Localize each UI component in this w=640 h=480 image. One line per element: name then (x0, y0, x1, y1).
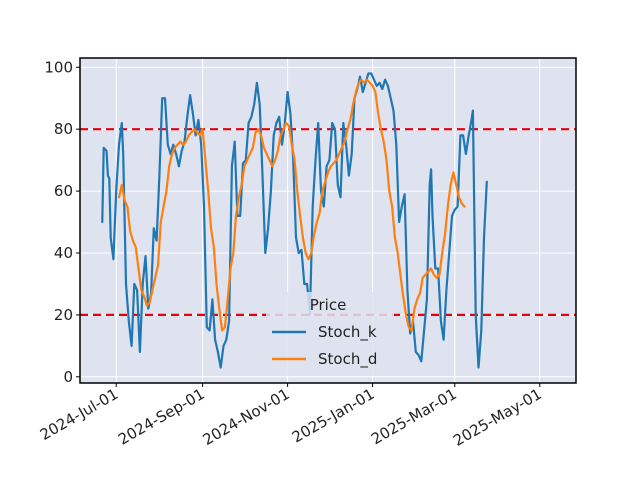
y-axis: 0 20 40 60 80 100 (44, 58, 80, 386)
x-tick-label: 2025-Mar-01 (368, 385, 460, 448)
legend-box (266, 292, 394, 376)
x-tick-label: 2025-Jan-01 (289, 385, 378, 447)
y-tick-label: 20 (54, 306, 73, 324)
legend-label-stoch-k: Stoch_k (318, 323, 377, 342)
y-tick-label: 60 (54, 182, 73, 200)
legend-title: Price (310, 296, 347, 314)
x-tick-label: 2025-May-01 (450, 385, 545, 450)
series-line-stoch-k (101, 72, 488, 369)
series-line-stoch-d (117, 78, 466, 332)
y-tick-label: 40 (54, 244, 73, 262)
x-tick-label: 2024-Nov-01 (200, 385, 293, 449)
y-tick-label: 80 (54, 120, 73, 138)
plot-frame (79, 57, 577, 384)
legend: Price Stoch_k Stoch_d (266, 292, 394, 376)
y-tick-label: 100 (44, 58, 73, 76)
x-tick-label: 2024-Sep-01 (115, 385, 207, 449)
series-lines (101, 72, 488, 369)
x-tick-label: 2024-Jul-01 (37, 385, 121, 444)
y-tick-label: 0 (63, 368, 73, 386)
x-axis: 2024-Jul-012024-Sep-012024-Nov-012025-Ja… (37, 383, 545, 450)
legend-label-stoch-d: Stoch_d (318, 350, 377, 369)
